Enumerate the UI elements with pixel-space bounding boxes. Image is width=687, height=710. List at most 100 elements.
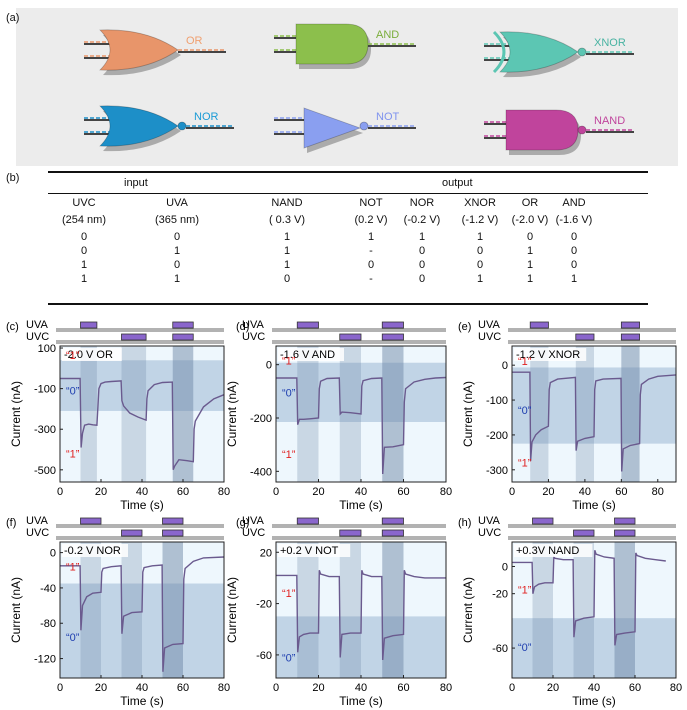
column-subheader: (-1.6 V)	[555, 214, 593, 226]
table-cell: 0	[570, 245, 578, 257]
state-one-label: “1”	[282, 588, 296, 600]
gate-label: NAND	[594, 115, 625, 127]
table-cell: 0	[283, 273, 291, 285]
illumination-shade	[530, 346, 549, 482]
column-header: OR	[521, 197, 539, 209]
gate-or-icon: OR	[84, 29, 226, 76]
x-tick-label: 40	[588, 682, 600, 694]
x-tick-label: 80	[652, 486, 664, 498]
state-lower-label: “1”	[518, 457, 532, 469]
table-row: 1 0 1 0 0 0 1 0	[40, 258, 598, 272]
illumination-shade	[532, 542, 553, 678]
x-tick-label: 20	[312, 682, 324, 694]
table-cell: 0	[418, 245, 426, 257]
current-trace	[512, 549, 666, 646]
y-tick-label: 0	[502, 360, 508, 372]
x-tick-label: 0	[57, 682, 63, 694]
x-tick-label: 40	[355, 682, 367, 694]
gate-and-icon: AND	[274, 23, 416, 69]
gate-not-icon: NOT	[274, 107, 416, 153]
illumination-shade	[80, 346, 97, 482]
uva-label: UVA	[26, 515, 48, 527]
uva-label: UVA	[242, 515, 264, 527]
x-tick-label: 0	[509, 486, 515, 498]
panel-label: (g)	[236, 517, 249, 529]
x-tick-label: 0	[57, 486, 63, 498]
column-header: NOT	[359, 197, 383, 209]
y-axis-label: Current (nA)	[461, 381, 475, 447]
y-tick-label: -60	[492, 643, 508, 655]
y-tick-label: -100	[486, 395, 508, 407]
x-tick-label: 20	[95, 682, 107, 694]
table-cell: 0	[367, 259, 375, 271]
state-one-label: “1”	[518, 585, 532, 597]
uva-pulse	[529, 321, 549, 329]
uvc-pulse	[620, 333, 640, 341]
y-tick-label: -200	[486, 430, 508, 442]
x-tick-label: 40	[136, 682, 148, 694]
table-cell: 1	[526, 273, 534, 285]
x-tick-label: 0	[273, 682, 279, 694]
uvc-pulse	[339, 333, 362, 341]
column-subheader: (-1.2 V)	[461, 214, 499, 226]
current-trace	[60, 556, 225, 672]
uvc-pulse	[614, 529, 636, 537]
table-cell: 1	[283, 245, 291, 257]
table-row: 1 1 0 - 0 1 1 1	[40, 272, 598, 286]
x-tick-label: 80	[218, 682, 230, 694]
table-header-rule	[48, 193, 648, 194]
illumination-shade	[121, 346, 147, 482]
y-tick-label: -20	[492, 589, 508, 601]
uva-label: UVA	[478, 515, 500, 527]
gate-nand-icon: NAND	[484, 109, 634, 155]
uva-pulse	[381, 517, 404, 525]
x-axis-label: Time (s)	[120, 498, 164, 512]
x-tick-label: 0	[509, 682, 515, 694]
table-cell: 1	[80, 273, 88, 285]
y-tick-label: -500	[34, 465, 56, 477]
zero-state-band	[60, 360, 224, 411]
table-cell: 1	[476, 231, 484, 243]
uva-pulse	[80, 321, 98, 329]
state-one-label: “1”	[518, 356, 532, 368]
uva-label: UVA	[26, 319, 48, 331]
uvc-label: UVC	[242, 527, 265, 539]
table-cell: 0	[476, 245, 484, 257]
y-tick-label: 0	[502, 561, 508, 573]
annotation-label: +0.3V NAND	[516, 545, 579, 557]
current-trace	[60, 377, 225, 471]
plot-frame	[511, 345, 677, 483]
current-trace	[276, 569, 446, 661]
state-zero-label: “0”	[66, 386, 80, 398]
y-axis-label: Current (nA)	[461, 577, 475, 643]
state-one-label: “1”	[66, 561, 80, 573]
truth-table: UVC UVA NAND NOT NOR XNOR OR AND (254 nm) (365 nm…	[40, 196, 598, 286]
annotation-label: -1.6 V AND	[280, 349, 335, 361]
table-cell: 0	[173, 259, 181, 271]
column-subheader: (-2.0 V)	[511, 214, 549, 226]
uva-pulse	[614, 517, 636, 525]
state-lower-label: “1”	[282, 449, 296, 461]
table-cell: 1	[367, 231, 375, 243]
table-cell: 0	[80, 231, 88, 243]
table-cell: 0	[418, 273, 426, 285]
table-cell: 1	[80, 259, 88, 271]
uva-pulse	[162, 517, 184, 525]
panel-label: (h)	[458, 517, 471, 529]
illumination-shade	[573, 542, 594, 678]
state-one-label: “1”	[66, 350, 80, 362]
illumination-shade	[382, 346, 404, 482]
illumination-shade	[382, 346, 404, 482]
uvc-pulse	[162, 529, 184, 537]
gate-label: XNOR	[594, 37, 626, 49]
y-axis-label: Current (nA)	[225, 577, 239, 643]
illumination-shade	[121, 542, 142, 678]
gate-label: AND	[376, 29, 399, 41]
gate-xnor-icon: XNOR	[484, 30, 634, 78]
column-header: NAND	[271, 197, 303, 209]
table-cell: -	[369, 273, 373, 285]
uvc-pulse	[573, 529, 595, 537]
x-axis-label: Time (s)	[339, 694, 383, 708]
table-cell: 0	[476, 259, 484, 271]
